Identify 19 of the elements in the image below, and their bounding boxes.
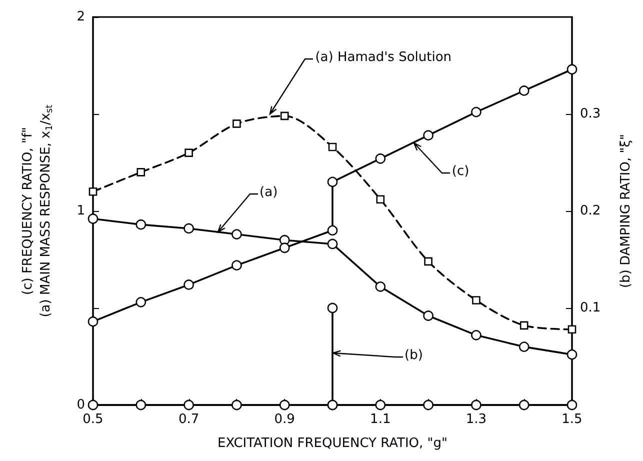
x-tick-label: 0.7 (178, 412, 200, 427)
y-axis-title: (c) FREQUENCY RATIO, "f" (a) MAIN MASS RESPONSE, x1/xst (20, 104, 55, 318)
annotation: (a) Hamad's Solution (315, 50, 452, 65)
y2-tick-label: 0.3 (580, 106, 601, 122)
y-tick-label: 0 (76, 398, 85, 412)
x-tick-label: 1.3 (466, 412, 487, 427)
y-tick-label: 1 (76, 204, 85, 218)
y2-tick-label: 0.1 (580, 300, 601, 316)
x-tick-label: 0.9 (274, 412, 295, 427)
annotation: (b) (404, 348, 423, 363)
annotation: (c) (452, 164, 470, 180)
x-tick-label: 1.5 (562, 412, 582, 427)
y2-axis-title: (b) DAMPING RATIO, "ξ" (618, 134, 634, 288)
x-tick-label: 1.1 (370, 412, 391, 427)
annotation: (a) (260, 185, 278, 200)
y-tick-label: 2 (76, 10, 85, 24)
y2-tick-label: 0.2 (580, 204, 601, 218)
x-tick-label: 0.5 (82, 412, 104, 427)
x-axis-title: EXCITATION FREQUENCY RATIO, "g" (218, 436, 448, 451)
